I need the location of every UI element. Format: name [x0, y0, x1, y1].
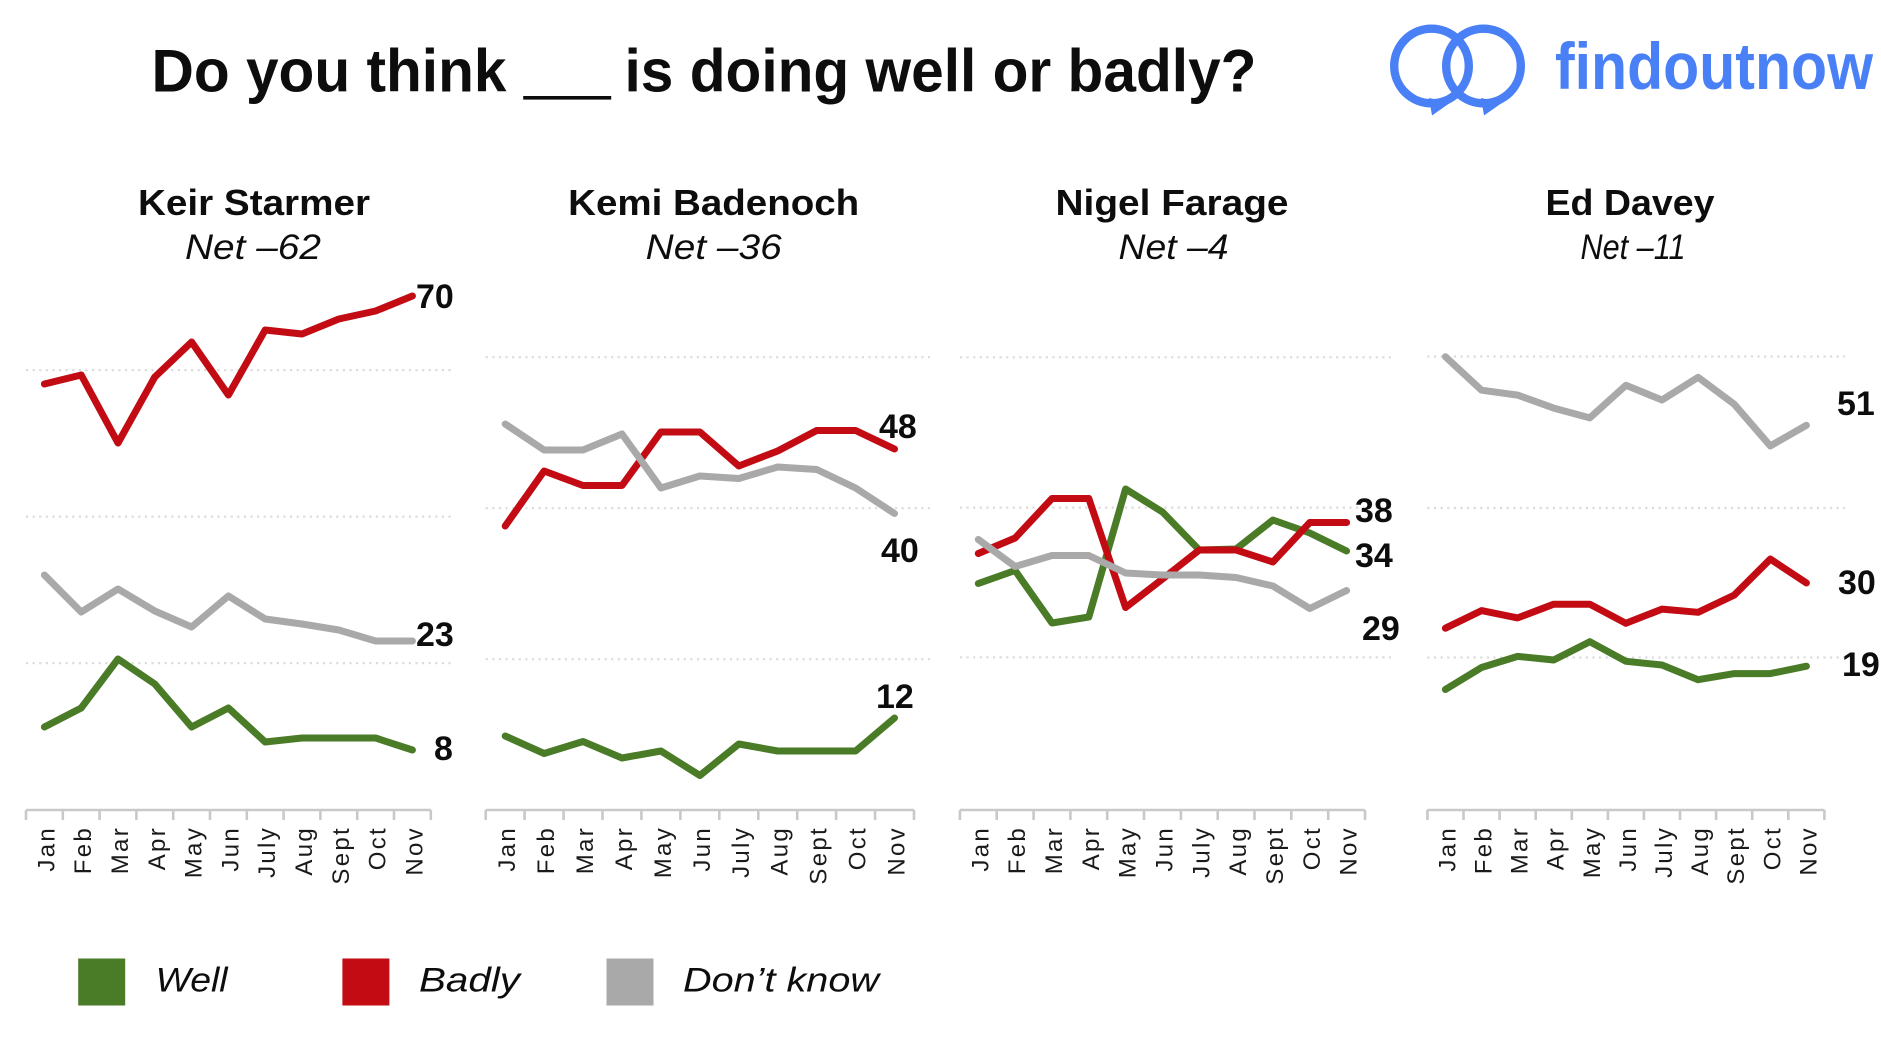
svg-text:Jan: Jan	[494, 826, 521, 872]
svg-text:30: 30	[1838, 564, 1876, 602]
svg-text:May: May	[1115, 826, 1142, 878]
svg-text:Aug: Aug	[1687, 826, 1714, 876]
svg-text:38: 38	[1355, 492, 1393, 530]
svg-text:May: May	[1579, 826, 1606, 878]
svg-text:findoutnow: findoutnow	[1555, 29, 1874, 103]
svg-text:Jan: Jan	[33, 826, 60, 872]
svg-text:Apr: Apr	[1543, 826, 1570, 870]
svg-text:Sept: Sept	[1262, 826, 1289, 885]
svg-text:Nov: Nov	[401, 826, 428, 876]
svg-text:Do you think: Do you think	[152, 38, 508, 105]
svg-text:Mar: Mar	[1507, 826, 1534, 874]
svg-text:Apr: Apr	[1078, 826, 1105, 870]
svg-text:Nov: Nov	[1336, 826, 1363, 876]
svg-text:19: 19	[1842, 646, 1880, 684]
svg-text:Apr: Apr	[144, 826, 171, 870]
svg-text:Nov: Nov	[884, 826, 911, 876]
svg-text:July: July	[1188, 826, 1215, 878]
svg-text:July: July	[728, 826, 755, 878]
svg-text:Jan: Jan	[967, 826, 994, 872]
svg-text:May: May	[650, 826, 677, 878]
svg-text:48: 48	[879, 408, 917, 446]
svg-text:Feb: Feb	[533, 826, 560, 874]
svg-text:Kemi Badenoch: Kemi Badenoch	[568, 182, 859, 223]
svg-text:Sept: Sept	[806, 826, 833, 885]
svg-text:8: 8	[434, 730, 453, 768]
svg-text:34: 34	[1355, 537, 1393, 575]
svg-text:Oct: Oct	[845, 826, 872, 870]
svg-text:40: 40	[881, 532, 919, 570]
svg-text:Ed Davey: Ed Davey	[1546, 182, 1715, 223]
svg-text:Feb: Feb	[1004, 826, 1031, 874]
svg-text:70: 70	[416, 278, 454, 316]
svg-text:Mar: Mar	[1041, 826, 1068, 874]
svg-text:Mar: Mar	[572, 826, 599, 874]
svg-text:Aug: Aug	[1225, 826, 1252, 876]
svg-text:Apr: Apr	[611, 826, 638, 870]
svg-text:Don’t know: Don’t know	[683, 962, 882, 1000]
svg-text:29: 29	[1362, 610, 1400, 648]
svg-text:Keir Starmer: Keir Starmer	[138, 182, 370, 223]
svg-text:Oct: Oct	[365, 826, 392, 870]
svg-text:Jun: Jun	[689, 826, 716, 872]
svg-text:Nov: Nov	[1795, 826, 1822, 876]
svg-text:Sept: Sept	[1723, 826, 1750, 885]
svg-text:Jun: Jun	[1152, 826, 1179, 872]
svg-text:Feb: Feb	[1471, 826, 1498, 874]
svg-text:Jan: Jan	[1434, 826, 1461, 872]
svg-text:Aug: Aug	[767, 826, 794, 876]
svg-text:Net –62: Net –62	[185, 228, 321, 267]
svg-text:Aug: Aug	[291, 826, 318, 876]
svg-text:Well: Well	[156, 962, 230, 1000]
svg-text:Badly: Badly	[419, 962, 522, 1000]
svg-text:Sept: Sept	[328, 826, 355, 885]
svg-text:Mar: Mar	[107, 826, 134, 874]
svg-text:Net –4: Net –4	[1119, 228, 1229, 267]
svg-text:May: May	[181, 826, 208, 878]
svg-text:Oct: Oct	[1299, 826, 1326, 870]
svg-text:Oct: Oct	[1759, 826, 1786, 870]
svg-text:12: 12	[876, 678, 914, 716]
svg-text:51: 51	[1837, 385, 1875, 423]
svg-text:Feb: Feb	[70, 826, 97, 874]
svg-text:Jun: Jun	[217, 826, 244, 872]
svg-text:is doing well or badly?: is doing well or badly?	[625, 38, 1257, 105]
svg-text:Net –36: Net –36	[646, 228, 783, 267]
svg-text:July: July	[1651, 826, 1678, 878]
svg-text:Jun: Jun	[1615, 826, 1642, 872]
svg-text:Nigel Farage: Nigel Farage	[1056, 182, 1289, 223]
svg-text:23: 23	[416, 616, 454, 654]
svg-text:Net –11: Net –11	[1581, 228, 1686, 267]
svg-text:July: July	[254, 826, 281, 878]
